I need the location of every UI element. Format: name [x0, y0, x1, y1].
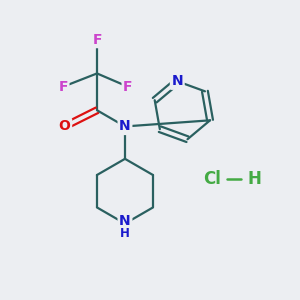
Text: F: F: [92, 33, 102, 46]
Text: N: N: [119, 119, 131, 134]
Text: Cl: Cl: [203, 170, 221, 188]
Text: N: N: [172, 74, 183, 88]
Text: F: F: [58, 80, 68, 94]
Text: N: N: [119, 214, 131, 228]
Text: H: H: [248, 170, 262, 188]
Text: O: O: [59, 119, 70, 134]
Text: F: F: [123, 80, 133, 94]
Text: H: H: [120, 227, 130, 240]
